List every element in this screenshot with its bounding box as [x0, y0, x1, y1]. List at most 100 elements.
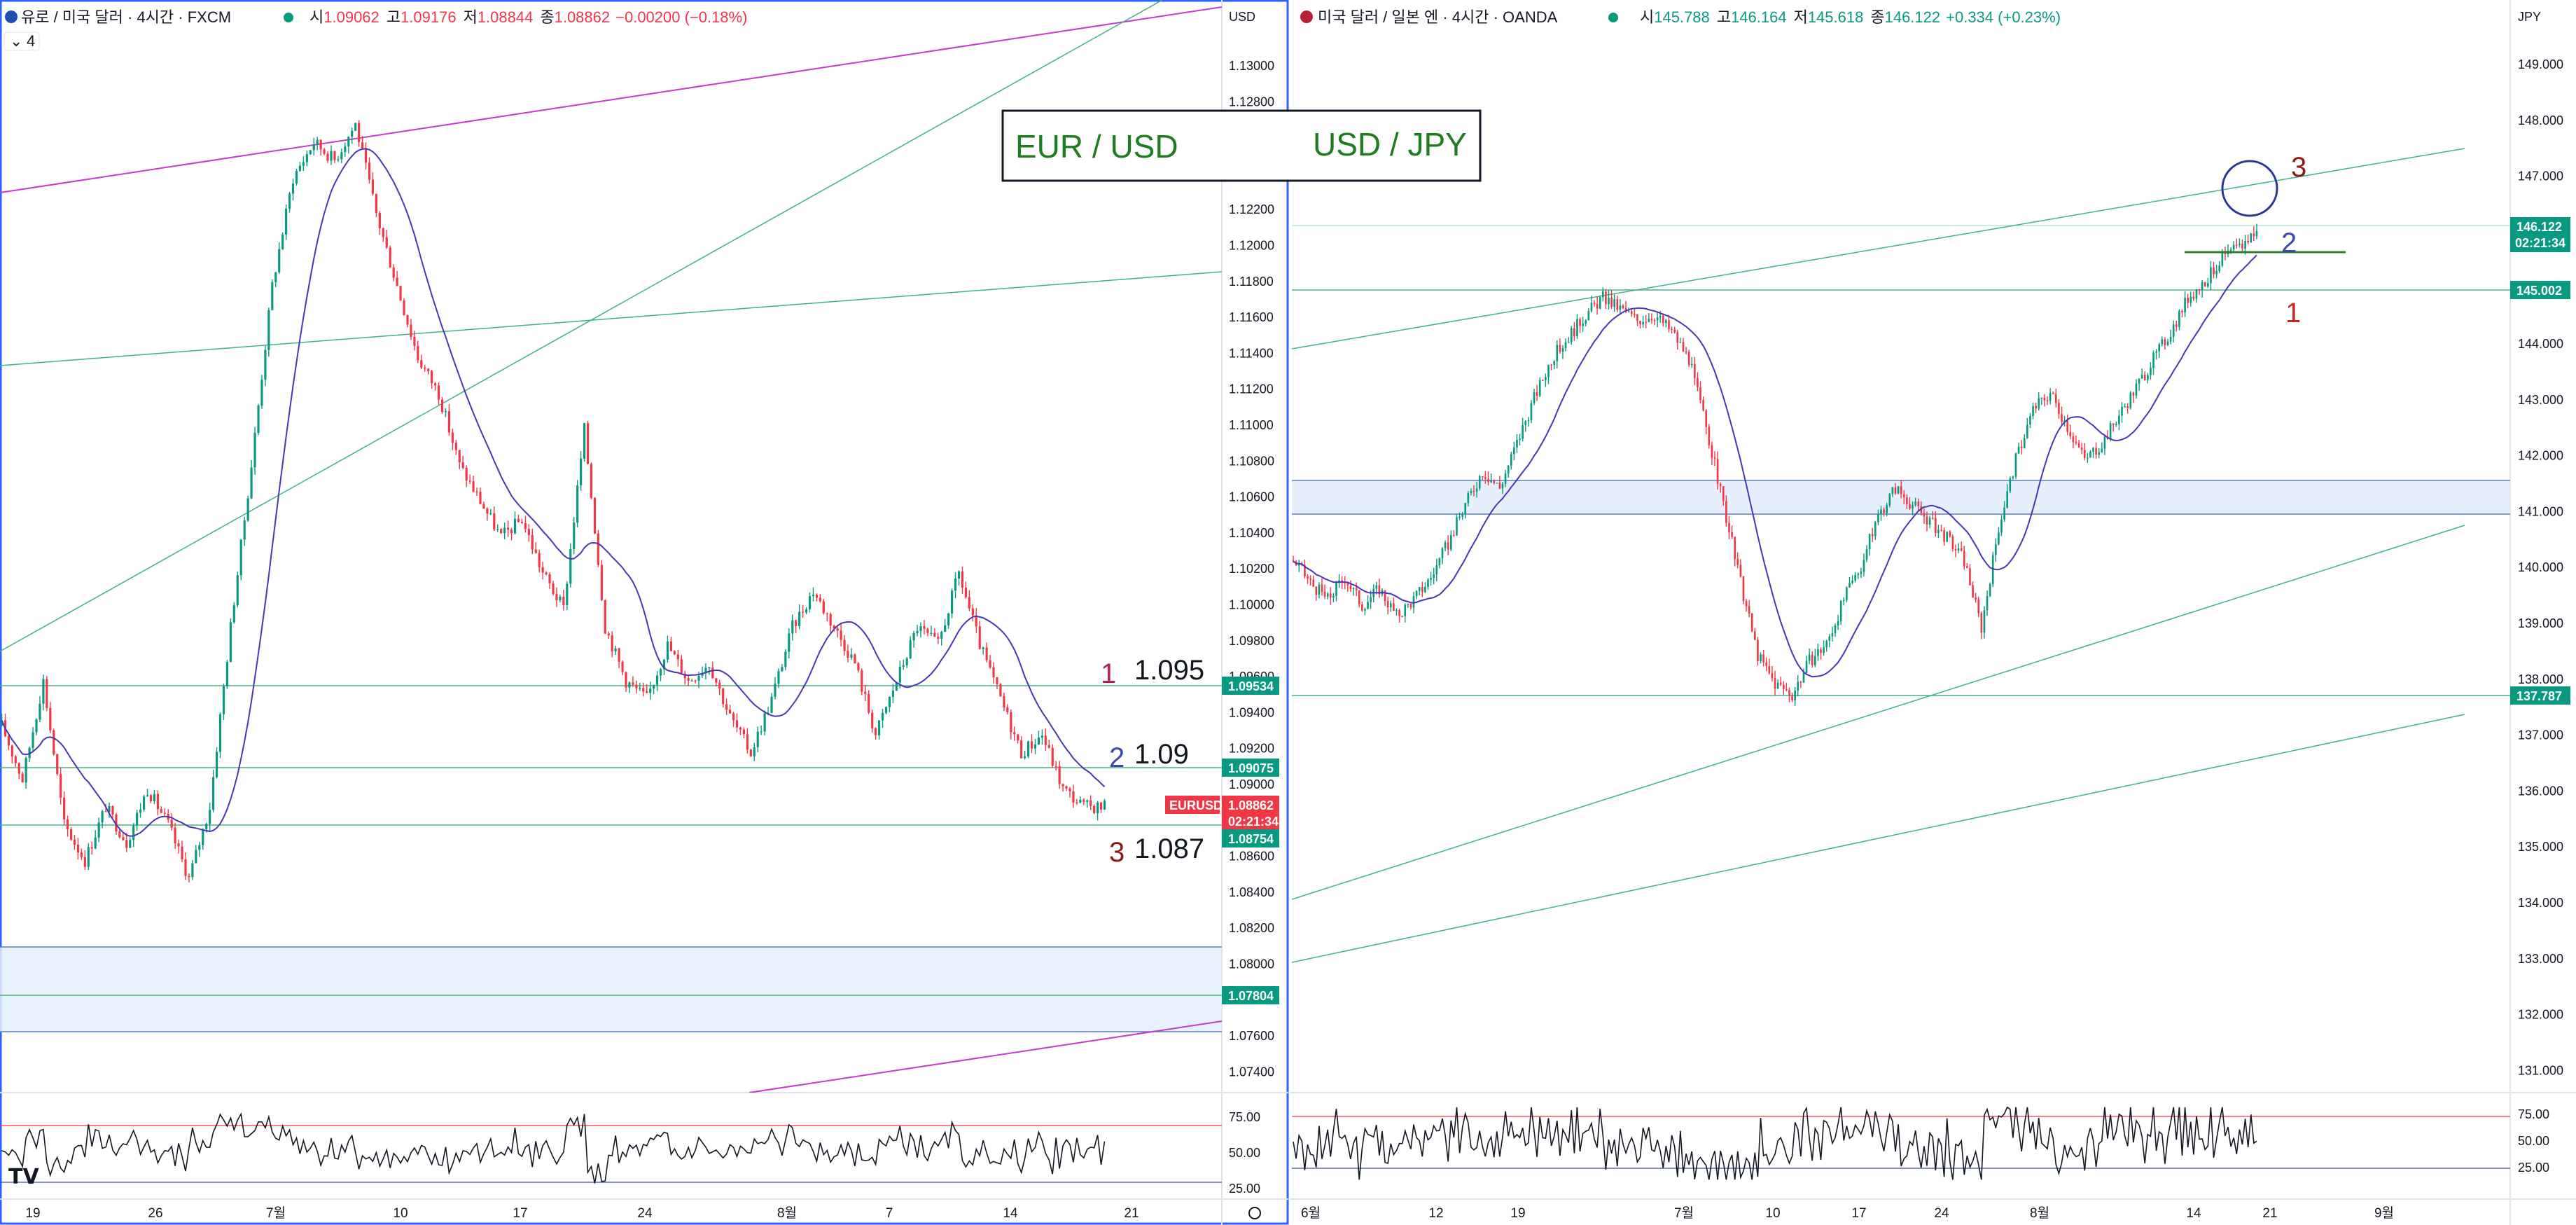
candle-body [1010, 712, 1012, 733]
candle-body [1874, 522, 1877, 537]
candle-body [2092, 448, 2094, 452]
candle-body [1711, 445, 1713, 458]
candle-body [2210, 267, 2212, 284]
candle-body [1086, 800, 1089, 802]
candle-body [489, 513, 492, 515]
candle-body [2112, 423, 2115, 425]
candle-body [1823, 647, 1825, 653]
candle-body [1332, 595, 1335, 598]
candle-body [2255, 230, 2258, 237]
candle-body [573, 522, 576, 549]
candle-body [1099, 802, 1103, 810]
candle-body [243, 520, 246, 540]
candle-body [1909, 504, 1911, 509]
candle-body [18, 763, 20, 774]
candle-body [1722, 486, 1725, 501]
candle-body [32, 732, 34, 748]
candle-body [1364, 609, 1366, 611]
date-tick: 6월 [1301, 1205, 1321, 1221]
candle-body [653, 684, 655, 689]
candle-body [295, 171, 298, 184]
candle-body [239, 539, 242, 576]
candle-body [669, 641, 672, 651]
candle-body [513, 518, 517, 534]
candle-body [56, 754, 59, 775]
usdjpy-price-pane[interactable] [1292, 148, 2510, 963]
candle-body [611, 635, 613, 652]
date-tick: 19 [25, 1206, 40, 1221]
candle-body [742, 729, 745, 735]
price-tick: 1.11400 [1229, 346, 1274, 360]
candle-body [583, 423, 586, 459]
candle-body [1834, 625, 1837, 634]
candle-body [97, 822, 100, 838]
candle-body [2089, 451, 2091, 458]
candle-body [427, 368, 430, 371]
eurusd-trendline-lower-purple [749, 1020, 1222, 1093]
candle-body [305, 154, 308, 162]
candle-body [458, 450, 461, 463]
candle-body [28, 747, 31, 759]
left-currency-label[interactable]: USD [1229, 10, 1255, 24]
right-low-value: 145.618 [1808, 8, 1864, 26]
candle-body [1619, 305, 1622, 310]
candle-body [2207, 283, 2209, 287]
date-tick: 9월 [2374, 1205, 2394, 1221]
candle-body [1585, 320, 1587, 324]
usdjpy-date-axis[interactable]: 6월 12 19 7월 10 17 24 8월 14 21 9월 [1301, 1205, 2394, 1221]
eurusd-date-axis[interactable]: 19 26 7월 10 17 24 8월 7 14 21 [25, 1205, 1139, 1221]
annotation-number-3: 3 [1109, 837, 1125, 868]
candle-body [1599, 297, 1601, 309]
candle-body [1636, 314, 1638, 321]
left-symbol[interactable]: 유로 / 미국 달러 · 4시간 · FXCM [21, 8, 231, 26]
eurusd-rsi-pane[interactable]: 75.00 50.00 25.00 TV [0, 1110, 1260, 1196]
candle-body [656, 675, 659, 685]
candle-body [503, 527, 506, 534]
left-close-value: 1.08862 [555, 8, 611, 26]
candle-body [864, 691, 867, 694]
badge-108754 [1222, 829, 1279, 847]
candle-body [781, 667, 784, 672]
eurusd-price-pane[interactable] [0, 0, 1222, 1093]
candle-body [1886, 505, 1888, 513]
candle-body [285, 208, 288, 235]
candle-body [1103, 801, 1106, 810]
right-currency-label[interactable]: JPY [2518, 10, 2541, 24]
indicator-toggle[interactable] [4, 32, 40, 51]
candle-body [1998, 532, 2000, 545]
candle-body [1093, 805, 1096, 814]
date-tick: 17 [1851, 1206, 1866, 1221]
candle-body [1498, 483, 1501, 489]
candle-body [90, 847, 93, 849]
candle-body [1418, 587, 1421, 591]
candle-body [2152, 352, 2154, 368]
candle-body [2203, 282, 2206, 287]
candle-body [2135, 383, 2138, 396]
candle-body [822, 601, 825, 614]
usdjpy-moving-average [1293, 254, 2257, 678]
candle-body [1573, 328, 1575, 337]
candle-body [562, 597, 565, 606]
date-tick: 8월 [2030, 1205, 2049, 1221]
candle-body [808, 596, 812, 609]
candle-body [2038, 398, 2040, 409]
candle-body [2115, 424, 2117, 425]
candle-body [1513, 448, 1515, 455]
candle-body [1912, 505, 1914, 509]
right-symbol[interactable]: 미국 달러 / 일본 엔 · 4시간 · OANDA [1318, 8, 1558, 26]
candle-body [1977, 600, 1980, 614]
candle-body [392, 268, 395, 278]
badge-137787 [2510, 686, 2570, 705]
candle-body [1831, 633, 1834, 637]
settings-gear-icon[interactable] [1248, 1207, 1261, 1219]
candle-body [812, 595, 815, 597]
candle-body [1708, 427, 1711, 445]
price-tick: 1.11800 [1229, 275, 1274, 289]
candle-body [1926, 516, 1928, 525]
candle-body [1736, 558, 1739, 565]
usdjpy-rsi-pane[interactable]: 75.00 50.00 25.00 [1292, 1106, 2549, 1180]
eurusd-price-axis[interactable]: 1.130001.128001.126001.124001.122001.120… [1229, 59, 1274, 1079]
candle-body [1725, 501, 1727, 523]
date-tick: 10 [1765, 1206, 1780, 1221]
usdjpy-price-axis[interactable]: 149.000148.000147.000146.000145.000144.0… [2518, 57, 2563, 1077]
